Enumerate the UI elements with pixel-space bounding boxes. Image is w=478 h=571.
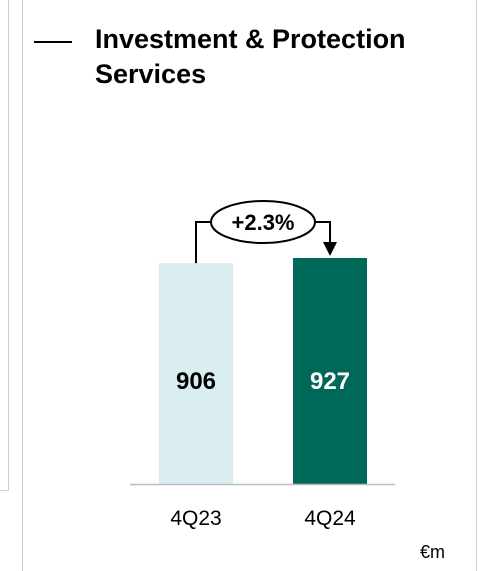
change-annotation: +2.3% (195, 200, 337, 264)
left-panel-border (8, 0, 9, 490)
change-label: +2.3% (232, 210, 295, 235)
chart-title: Investment & Protection Services (95, 24, 406, 89)
value-label-4Q24: 927 (310, 368, 350, 395)
unit-label: €m (420, 542, 446, 562)
left-panel-bottom-tick (0, 490, 9, 491)
change-arrowhead (323, 242, 337, 256)
value-label-4Q23: 906 (176, 368, 216, 395)
category-label-4Q24: 4Q24 (304, 507, 356, 530)
chart-panel (22, 0, 477, 571)
bar-4Q24 (293, 258, 367, 484)
bars-layer (159, 258, 367, 484)
category-label-4Q23: 4Q23 (170, 507, 221, 530)
title-dash (34, 41, 72, 43)
change-ellipse (210, 200, 316, 244)
bar-4Q23 (159, 263, 233, 484)
labels-layer: 906 4Q23 927 4Q24 (170, 368, 356, 530)
